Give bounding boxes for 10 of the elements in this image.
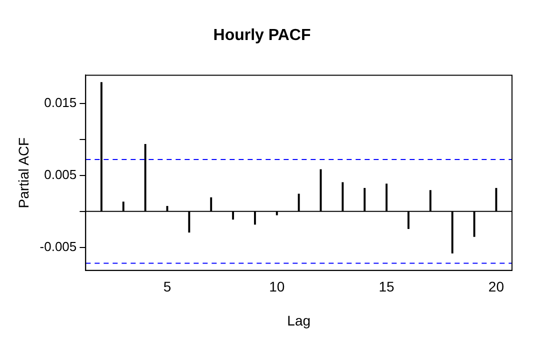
x-tick-label: 15 xyxy=(378,278,395,295)
y-axis-title: Partial ACF xyxy=(15,137,32,208)
y-tick-label: -0.005 xyxy=(40,238,77,254)
x-tick-label: 10 xyxy=(269,278,285,295)
y-tick-label: 0.015 xyxy=(44,94,77,110)
x-axis-title: Lag xyxy=(287,312,311,328)
chart-title: Hourly PACF xyxy=(213,27,311,44)
x-tick-label: 20 xyxy=(488,278,504,295)
x-tick-label: 5 xyxy=(163,278,172,295)
y-tick-label: 0.005 xyxy=(44,166,77,182)
